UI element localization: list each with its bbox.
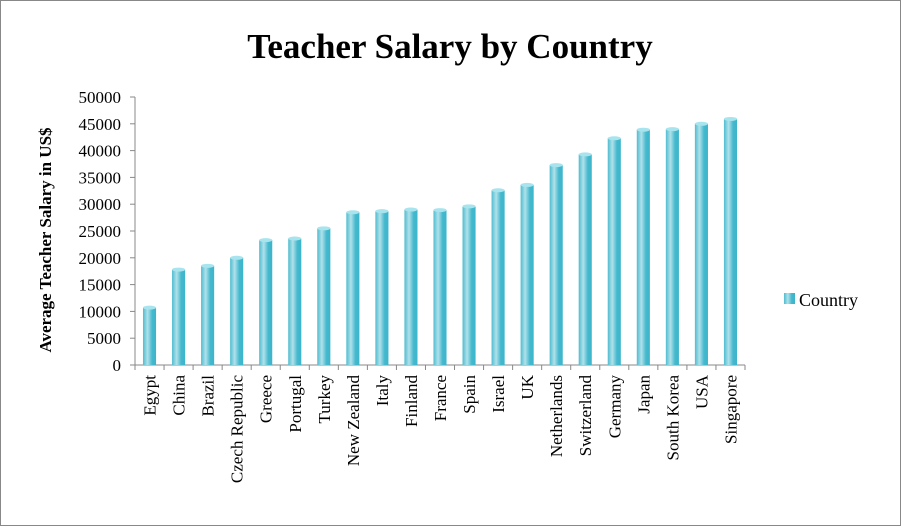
y-tick-label: 20000	[79, 249, 122, 268]
legend-label: Country	[799, 290, 858, 310]
bar-top	[172, 267, 186, 272]
x-tick-label: Czech Republic	[228, 375, 247, 484]
x-tick-label: Singapore	[721, 375, 740, 444]
bar-top	[346, 210, 360, 215]
x-tick-label: Israel	[489, 375, 508, 413]
x-tick-label: USA	[692, 374, 711, 409]
bar-highlight	[404, 209, 418, 365]
y-axis-label: Average Teacher Salary in US$	[36, 127, 55, 353]
bar-top	[259, 238, 273, 243]
bar-highlight	[462, 206, 476, 365]
bar-top	[723, 116, 738, 121]
bar-top	[404, 207, 418, 212]
bar-highlight	[665, 129, 679, 365]
bar-highlight	[172, 269, 186, 365]
y-tick-label: 40000	[79, 142, 122, 161]
x-tick-label: Switzerland	[576, 375, 595, 457]
bar-top	[607, 136, 621, 141]
bar-highlight	[375, 211, 389, 365]
bar-top	[665, 127, 679, 132]
bar-top	[694, 121, 708, 126]
chart-title: Teacher Salary by Country	[247, 27, 653, 66]
x-tick-label: South Korea	[663, 375, 682, 461]
y-tick-label: 15000	[79, 276, 122, 295]
bar-top	[288, 236, 302, 241]
bar-highlight	[433, 210, 447, 365]
bar-top	[433, 208, 447, 213]
bar-top	[636, 127, 650, 132]
x-tick-label: Germany	[605, 375, 624, 439]
bar-highlight	[520, 184, 534, 365]
bar-highlight	[288, 238, 302, 365]
bar-highlight	[317, 228, 331, 365]
y-tick-label: 30000	[79, 195, 122, 214]
y-tick-label: 50000	[79, 88, 122, 107]
bar-top	[578, 152, 592, 157]
bar-highlight	[578, 154, 592, 365]
bar-top	[201, 263, 215, 268]
bar-top	[462, 204, 476, 209]
y-tick-label: 25000	[79, 222, 122, 241]
x-tick-label: UK	[518, 374, 537, 399]
legend-swatch-shine	[784, 293, 795, 304]
bar-top	[520, 182, 534, 187]
x-tick-label: Brazil	[199, 375, 218, 417]
y-tick-label: 0	[113, 356, 122, 375]
x-tick-label: Finland	[402, 375, 421, 427]
x-tick-label: Netherlands	[547, 375, 566, 457]
bar-highlight	[346, 212, 360, 365]
x-tick-label: Japan	[634, 375, 653, 414]
x-tick-label: Portugal	[286, 375, 305, 433]
bar-top	[142, 305, 157, 310]
bar-top	[230, 255, 244, 260]
x-tick-label: Turkey	[315, 375, 334, 424]
x-tick-label: New Zealand	[344, 375, 363, 467]
bar-top	[491, 188, 505, 193]
x-tick-label: Italy	[373, 375, 392, 407]
y-tick-label: 5000	[87, 329, 121, 348]
x-tick-label: Greece	[257, 375, 276, 423]
bar-highlight	[549, 165, 563, 365]
bar-top	[317, 226, 331, 231]
bar-highlight	[259, 240, 273, 365]
bar-highlight	[723, 118, 738, 365]
bar-highlight	[491, 190, 505, 365]
y-tick-label: 35000	[79, 168, 122, 187]
bar-highlight	[142, 307, 157, 365]
bar-highlight	[230, 257, 244, 365]
x-tick-label: Spain	[460, 375, 479, 414]
bar-top	[375, 209, 389, 214]
bar-top	[549, 163, 563, 168]
x-tick-label: Egypt	[141, 375, 160, 416]
bar-highlight	[636, 129, 650, 365]
y-tick-label: 10000	[79, 302, 122, 321]
bar-highlight	[607, 138, 621, 365]
bar-highlight	[694, 123, 708, 365]
x-tick-label: France	[431, 375, 450, 421]
y-tick-label: 45000	[79, 115, 122, 134]
x-tick-label: China	[170, 375, 189, 416]
bar-highlight	[201, 265, 215, 365]
